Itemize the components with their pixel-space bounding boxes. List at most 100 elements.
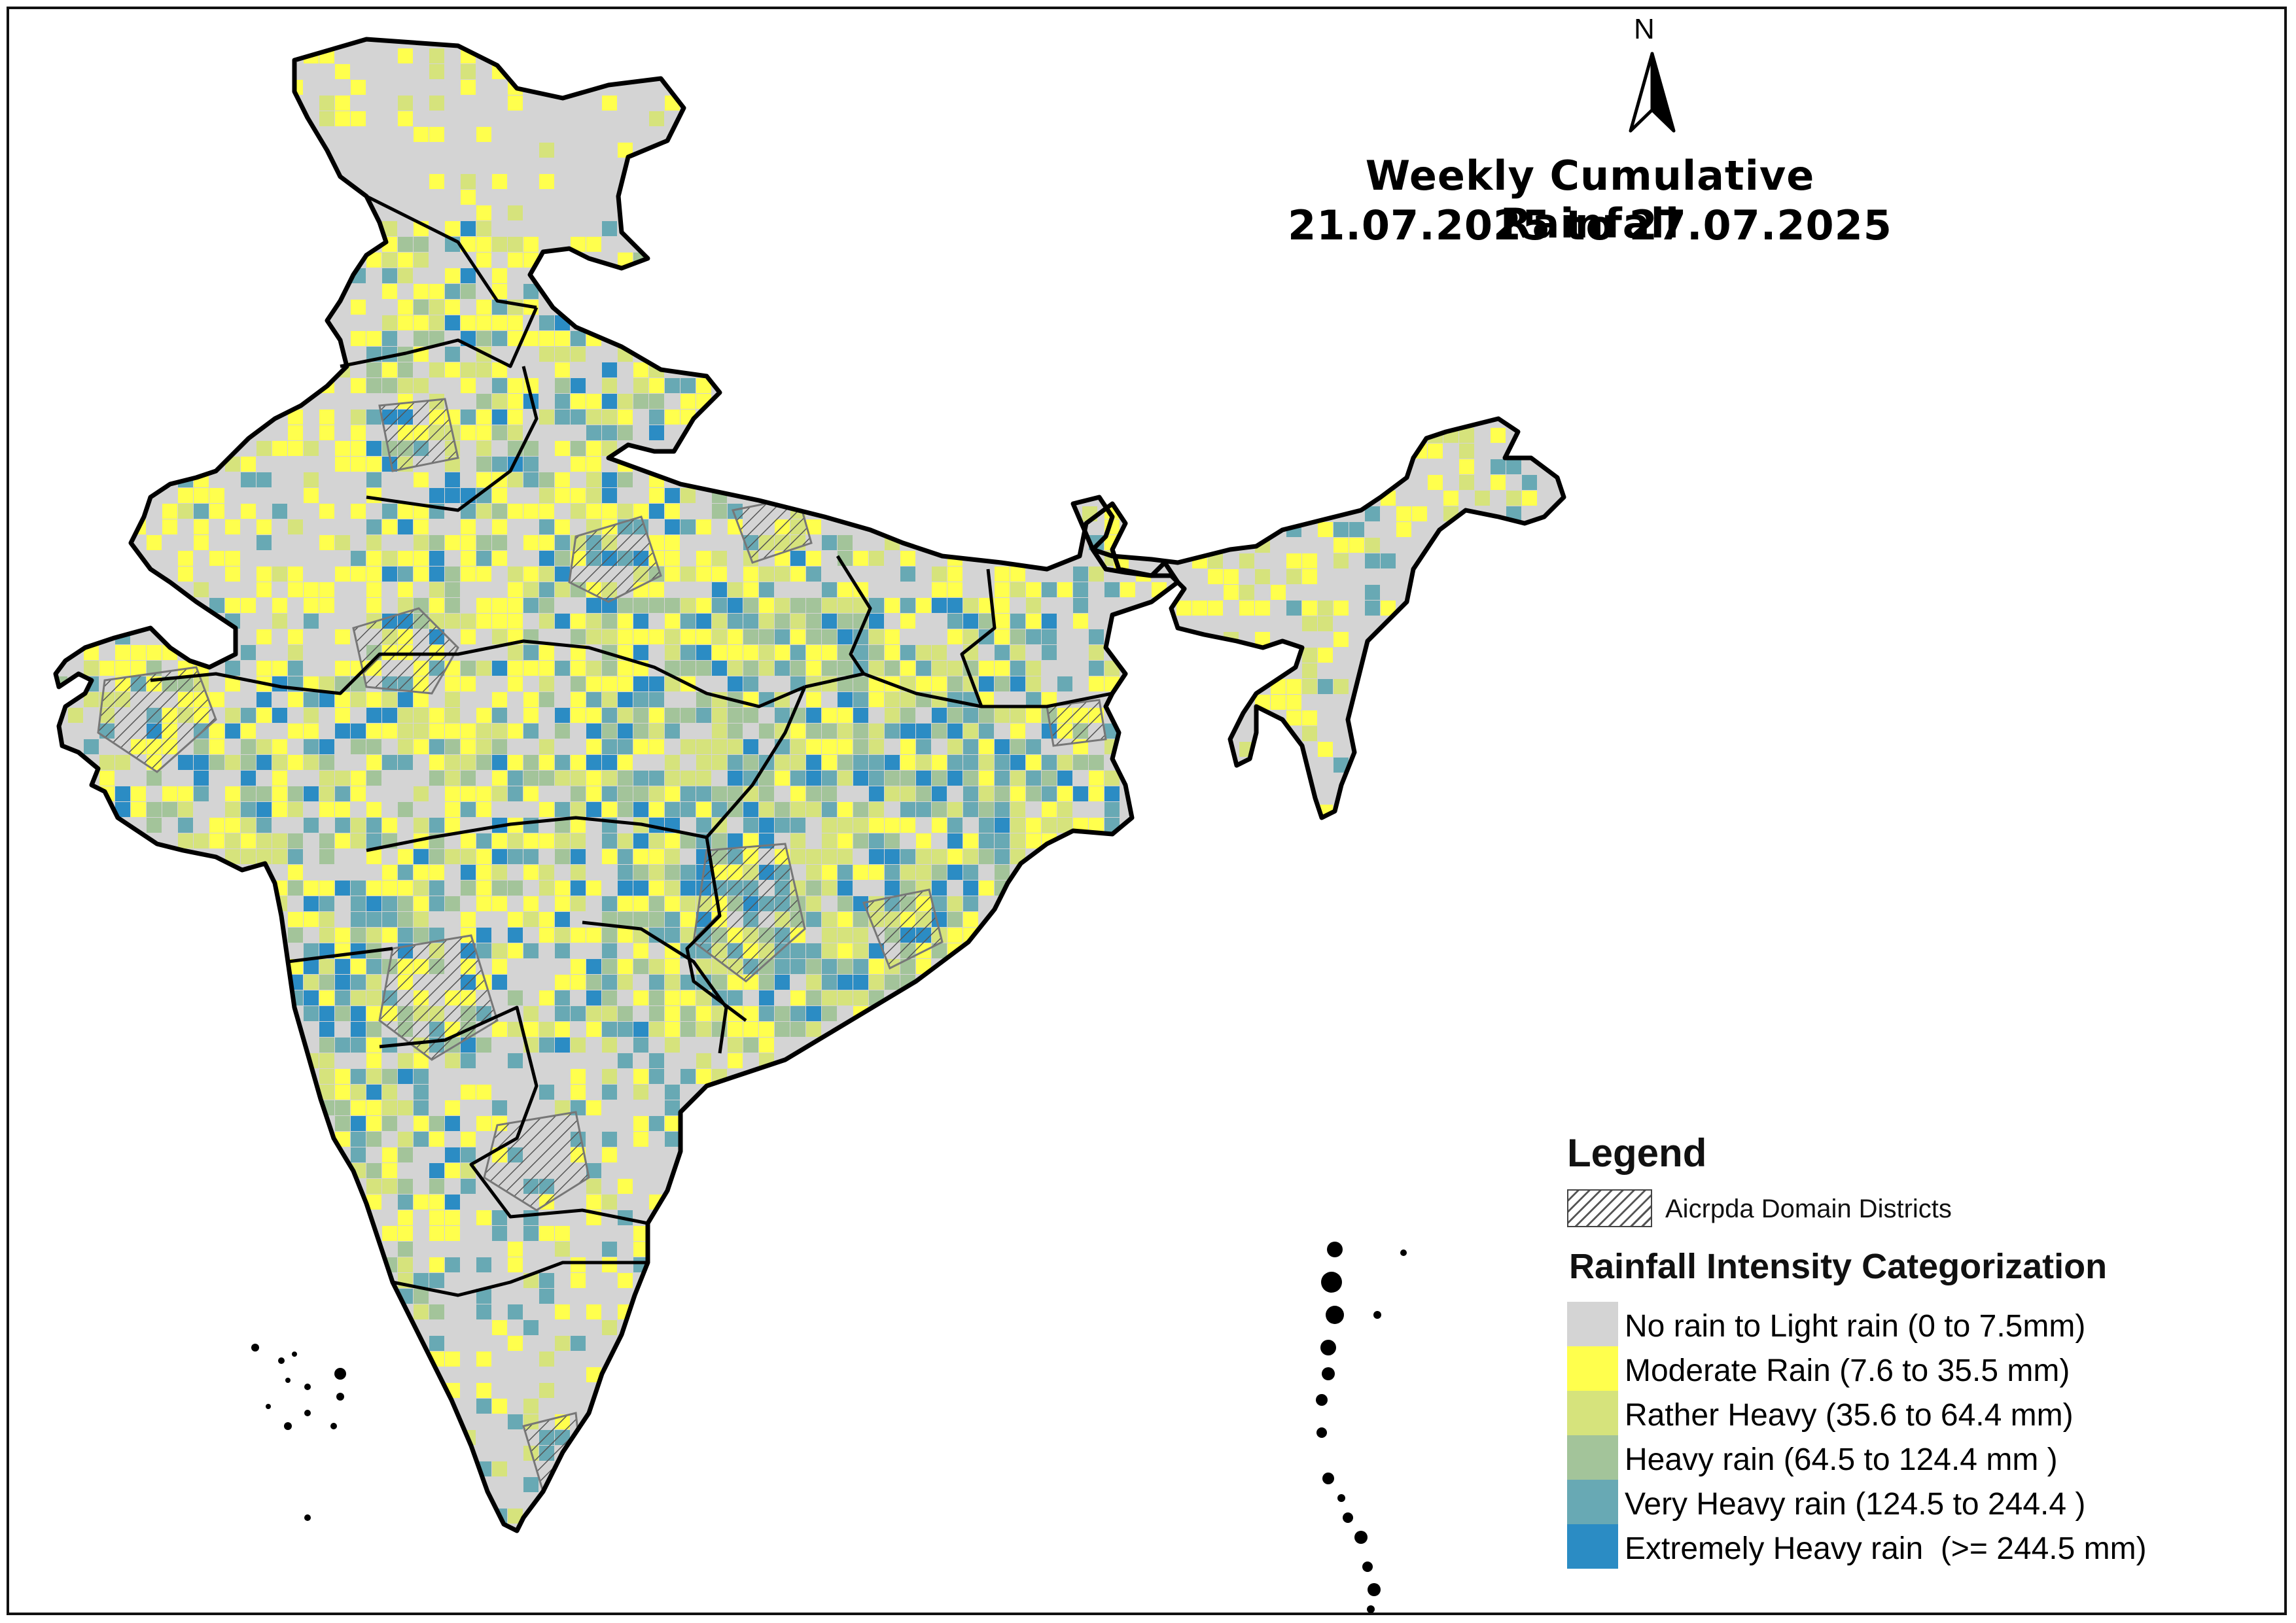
state-boundary [960, 568, 997, 707]
rainfall-cell [775, 567, 790, 582]
rainfall-cell [382, 724, 397, 739]
rainfall-cell [571, 818, 586, 833]
rainfall-cell [571, 1038, 586, 1053]
rainfall-cell [759, 724, 774, 739]
rainfall-cell [806, 896, 821, 911]
rainfall-cell [728, 661, 743, 676]
rainfall-cell [1026, 739, 1041, 754]
rainfall-cell [414, 1304, 429, 1319]
rainfall-cell [508, 645, 523, 660]
rainfall-cell [366, 881, 381, 896]
island [284, 1422, 292, 1430]
rainfall-cell [288, 755, 303, 770]
rainfall-cell [398, 582, 413, 597]
rainfall-cell [649, 1053, 664, 1068]
rainfall-cell [461, 190, 476, 205]
rainfall-cell [492, 1226, 507, 1241]
island [304, 1384, 311, 1390]
rainfall-cell [822, 1006, 837, 1021]
rainfall-cell [979, 802, 994, 817]
rainfall-cell [508, 378, 523, 393]
rainfall-cell [476, 1399, 491, 1414]
rainfall-cell [555, 833, 570, 848]
rainfall-cell [618, 928, 633, 943]
rainfall-cell [586, 1195, 601, 1210]
rainfall-cell [680, 771, 696, 786]
rainfall-cell [649, 1022, 664, 1037]
rainfall-cell [696, 661, 711, 676]
rainfall-cell [366, 802, 381, 817]
rainfall-cell [602, 221, 617, 236]
rainfall-cell [319, 692, 334, 707]
rainfall-cell [414, 378, 429, 393]
rainfall-cell [272, 755, 287, 770]
rainfall-cell [900, 708, 915, 723]
rainfall-cell [382, 221, 397, 236]
rainfall-cell [947, 582, 963, 597]
rainfall-cell [225, 724, 240, 739]
rainfall-cell [398, 598, 413, 613]
rainfall-cell [680, 1022, 696, 1037]
rainfall-cell [665, 912, 680, 927]
rainfall-cell [398, 378, 413, 393]
rainfall-cell [335, 111, 350, 126]
rainfall-cell [696, 786, 711, 801]
rainfall-cell [618, 472, 633, 487]
rainfall-cell [194, 519, 209, 534]
rainfall-cell [602, 692, 617, 707]
rainfall-cell [602, 975, 617, 990]
rainfall-cell [476, 802, 491, 817]
rainfall-cell [555, 567, 570, 582]
rainfall-cell [351, 457, 366, 472]
rainfall-cell [775, 802, 790, 817]
rainfall-cell [429, 1195, 444, 1210]
rainfall-cell [429, 331, 444, 346]
rainfall-cell [963, 865, 978, 880]
rainfall-cell [429, 567, 444, 582]
rainfall-cell [806, 865, 821, 880]
rainfall-cell [932, 755, 947, 770]
rainfall-cell [838, 959, 853, 974]
rainfall-cell [131, 802, 146, 817]
rainfall-cell [492, 771, 507, 786]
rainfall-cell [523, 504, 539, 519]
rainfall-cell [853, 771, 868, 786]
rainfall-cell [398, 724, 413, 739]
rainfall-cell [539, 488, 554, 503]
rainfall-cell [351, 975, 366, 990]
rainfall-cell [429, 1304, 444, 1319]
rainfall-cell [618, 708, 633, 723]
rainfall-cell [288, 645, 303, 660]
rainfall-cell [461, 849, 476, 864]
rainfall-cell [759, 661, 774, 676]
rainfall-cell [178, 818, 193, 833]
rainfall-cell [335, 786, 350, 801]
rainfall-cell [775, 708, 790, 723]
rainfall-cell [649, 488, 664, 503]
rainfall-cell [633, 724, 648, 739]
rainfall-cell [571, 1006, 586, 1021]
rainfall-cell [429, 755, 444, 770]
rainfall-cell [445, 315, 460, 330]
rainfall-cell [414, 912, 429, 927]
rainfall-cell [602, 786, 617, 801]
rainfall-cell [602, 1038, 617, 1053]
legend-label: Very Heavy rain (124.5 to 244.4 ) [1625, 1487, 2086, 1522]
rainfall-cell [853, 692, 868, 707]
rainfall-cell [241, 786, 256, 801]
rainfall-cell [900, 818, 915, 833]
rainfall-cell [680, 488, 696, 503]
rainfall-cell [602, 362, 617, 377]
rainfall-cell [900, 771, 915, 786]
rainfall-cell [1318, 601, 1333, 616]
rainfall-cell [728, 833, 743, 848]
rainfall-cell [853, 865, 868, 880]
rainfall-cell [838, 912, 853, 927]
island [1321, 1272, 1342, 1293]
rainfall-cell [680, 614, 696, 629]
rainfall-cell [555, 708, 570, 723]
rainfall-cell [806, 881, 821, 896]
rainfall-cell [932, 645, 947, 660]
rainfall-cell [979, 771, 994, 786]
rainfall-cell [461, 755, 476, 770]
